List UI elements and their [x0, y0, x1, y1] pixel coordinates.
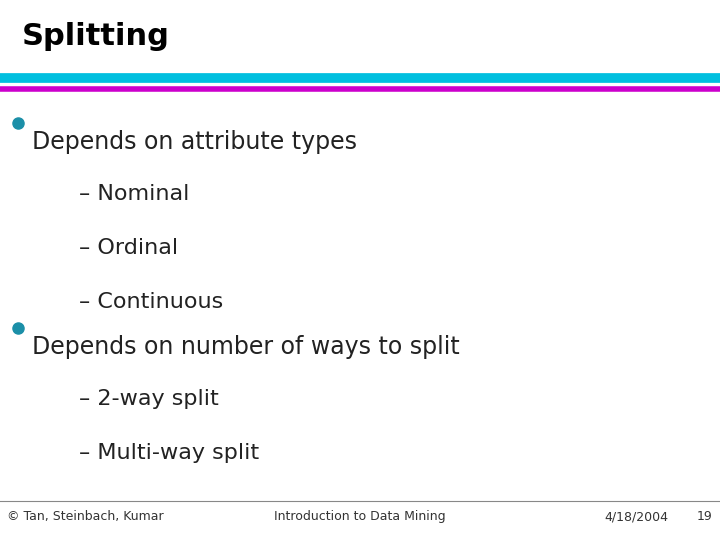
- Text: – Ordinal: – Ordinal: [79, 238, 179, 258]
- Text: 19: 19: [697, 510, 713, 523]
- Text: – 2-way split: – 2-way split: [79, 389, 219, 409]
- Text: – Continuous: – Continuous: [79, 292, 223, 312]
- Text: – Nominal: – Nominal: [79, 184, 189, 204]
- Text: Splitting: Splitting: [22, 22, 169, 51]
- Text: © Tan, Steinbach, Kumar: © Tan, Steinbach, Kumar: [7, 510, 164, 523]
- Text: 4/18/2004: 4/18/2004: [605, 510, 669, 523]
- Text: – Multi-way split: – Multi-way split: [79, 443, 259, 463]
- Text: Depends on number of ways to split: Depends on number of ways to split: [32, 335, 460, 359]
- Text: Depends on attribute types: Depends on attribute types: [32, 130, 357, 153]
- Text: Introduction to Data Mining: Introduction to Data Mining: [274, 510, 446, 523]
